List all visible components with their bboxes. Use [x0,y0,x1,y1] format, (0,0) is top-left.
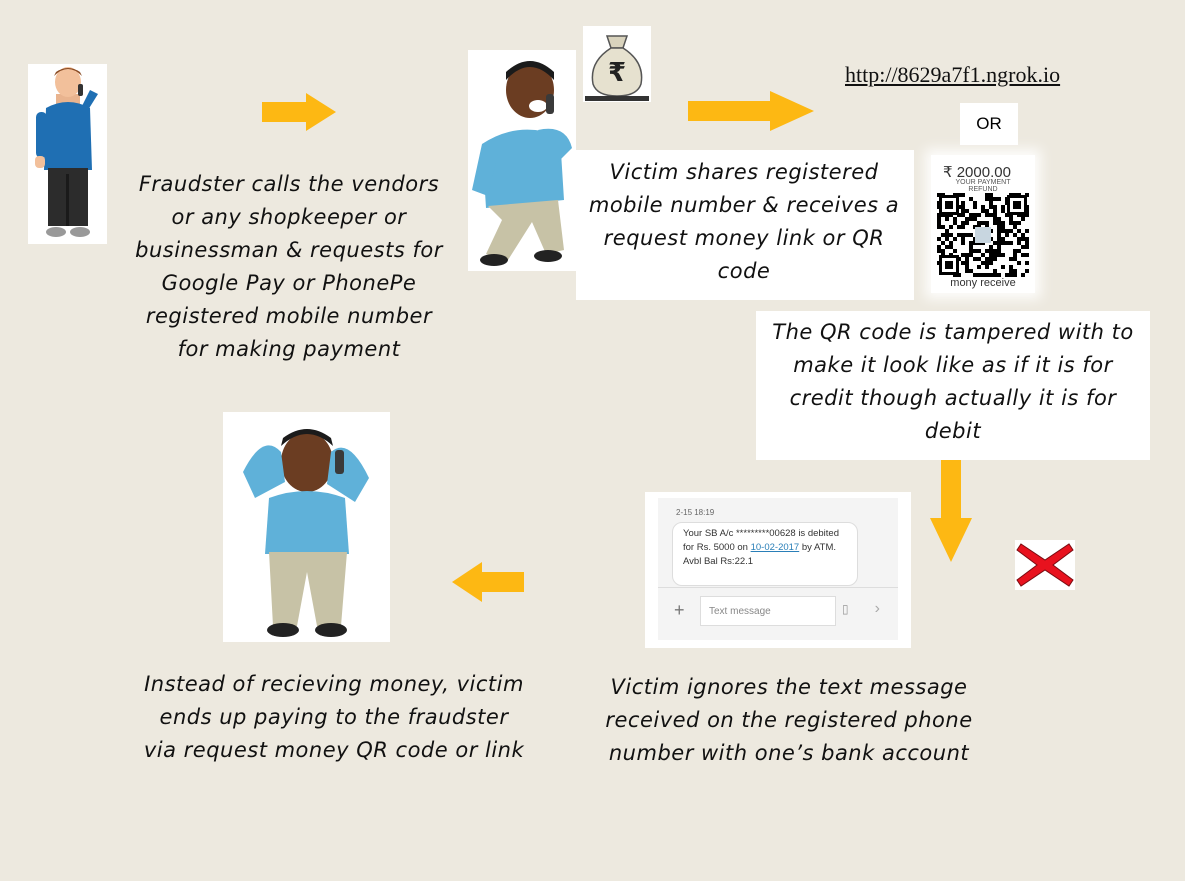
sms-text-2: by ATM. Avbl Bal Rs:22.1 [683,542,836,567]
or-label: OR [960,103,1018,145]
step2-caption-box [576,150,914,300]
sms-screenshot: 2-15 18:19 Your SB A/c *********00628 is… [658,498,898,640]
red-cross-icon [1015,540,1075,590]
plus-icon[interactable]: + [674,600,685,620]
phishing-link[interactable]: http://8629a7f1.ngrok.io [845,62,1061,87]
sms-date-link[interactable]: 10-02-2017 [750,542,800,553]
sim-icon[interactable]: ▯ [842,602,849,616]
qr-code [937,193,1029,277]
step3-caption: The QR code is tampered with to make it … [772,320,1134,443]
step1-caption: Fraudster calls the vendors or any shopk… [135,172,443,361]
victim-calling-illustration [468,50,576,271]
sms-bubble: Your SB A/c *********00628 is debited fo… [672,522,858,586]
step3-caption-box [756,311,1150,460]
arrow-right-icon [262,93,336,131]
sms-text-input[interactable]: Text message [700,596,836,626]
fraudster-illustration [28,64,107,244]
qr-amount: ₹ 2000.00 [943,164,1011,181]
step5-caption: Instead of recieving money, victim ends … [143,672,525,762]
chevron-right-icon[interactable]: › [874,600,880,617]
qr-footer: mony receive [950,277,1016,289]
victim-distressed-illustration [223,412,390,642]
money-bag-icon: ₹ [583,26,651,102]
qr-subtitle-2: REFUND [968,186,998,193]
qr-subtitle-1: YOUR PAYMENT [955,179,1011,186]
arrow-right-icon [688,91,814,131]
step2-caption: Victim shares registered mobile number &… [588,160,900,283]
sms-compose-bar: + Text message ▯ › [658,587,898,640]
rupee-symbol: ₹ [607,58,627,88]
sms-timestamp: 2-15 18:19 [676,508,715,517]
sms-text-1: Your SB A/c *********00628 is debited fo… [683,528,839,553]
arrow-left-icon [452,562,524,602]
qr-code-card: ₹ 2000.00 YOUR PAYMENT REFUND mony recei… [931,155,1035,293]
step4-caption: Victim ignores the text message received… [605,675,973,765]
arrow-down-icon [930,460,972,562]
